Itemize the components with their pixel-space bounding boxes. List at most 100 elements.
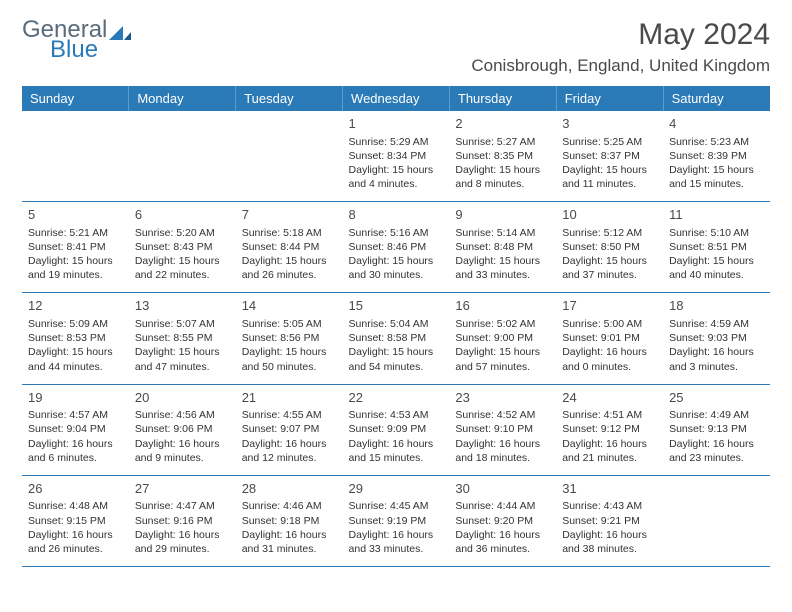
sunset-text: Sunset: 9:16 PM — [135, 514, 230, 528]
sunset-text: Sunset: 8:39 PM — [669, 149, 764, 163]
day-cell: 3 Sunrise: 5:25 AMSunset: 8:37 PMDaylight… — [556, 111, 663, 202]
day-cell: 25Sunrise: 4:49 AMSunset: 9:13 PMDayligh… — [663, 384, 770, 475]
sunset-text: Sunset: 8:37 PM — [562, 149, 657, 163]
day-number: 30 — [455, 480, 550, 498]
day-cell: 6Sunrise: 5:20 AMSunset: 8:43 PMDaylight… — [129, 202, 236, 293]
daylight-text: Daylight: 15 hours and 11 minutes. — [562, 163, 657, 191]
weekday-header: Thursday — [449, 86, 556, 111]
sunrise-text: Sunrise: 5:25 AM — [562, 135, 657, 149]
sunset-text: Sunset: 9:12 PM — [562, 422, 657, 436]
day-number: 7 — [242, 206, 337, 224]
sunset-text: Sunset: 9:19 PM — [349, 514, 444, 528]
daylight-text: Daylight: 15 hours and 33 minutes. — [455, 254, 550, 282]
day-cell: 30Sunrise: 4:44 AMSunset: 9:20 PMDayligh… — [449, 475, 556, 566]
daylight-text: Daylight: 16 hours and 33 minutes. — [349, 528, 444, 556]
weekday-header: Tuesday — [236, 86, 343, 111]
daylight-text: Daylight: 15 hours and 19 minutes. — [28, 254, 123, 282]
logo-text-blue: Blue — [50, 38, 131, 62]
day-cell: 16Sunrise: 5:02 AMSunset: 9:00 PMDayligh… — [449, 293, 556, 384]
sunrise-text: Sunrise: 4:53 AM — [349, 408, 444, 422]
daylight-text: Daylight: 15 hours and 22 minutes. — [135, 254, 230, 282]
sunset-text: Sunset: 8:41 PM — [28, 240, 123, 254]
day-cell — [129, 111, 236, 202]
daylight-text: Daylight: 15 hours and 4 minutes. — [349, 163, 444, 191]
day-cell — [663, 475, 770, 566]
week-row: 26Sunrise: 4:48 AMSunset: 9:15 PMDayligh… — [22, 475, 770, 566]
daylight-text: Daylight: 16 hours and 38 minutes. — [562, 528, 657, 556]
sunrise-text: Sunrise: 4:43 AM — [562, 499, 657, 513]
sunset-text: Sunset: 9:07 PM — [242, 422, 337, 436]
sunrise-text: Sunrise: 4:45 AM — [349, 499, 444, 513]
sunset-text: Sunset: 9:21 PM — [562, 514, 657, 528]
sunset-text: Sunset: 8:34 PM — [349, 149, 444, 163]
weekday-header: Monday — [129, 86, 236, 111]
day-cell: 22Sunrise: 4:53 AMSunset: 9:09 PMDayligh… — [343, 384, 450, 475]
daylight-text: Daylight: 15 hours and 44 minutes. — [28, 345, 123, 373]
day-number: 29 — [349, 480, 444, 498]
day-number: 5 — [28, 206, 123, 224]
sunrise-text: Sunrise: 5:07 AM — [135, 317, 230, 331]
daylight-text: Daylight: 15 hours and 40 minutes. — [669, 254, 764, 282]
calendar-table: Sunday Monday Tuesday Wednesday Thursday… — [22, 86, 770, 567]
sunrise-text: Sunrise: 5:10 AM — [669, 226, 764, 240]
week-row: 5Sunrise: 5:21 AMSunset: 8:41 PMDaylight… — [22, 202, 770, 293]
day-number: 2 — [455, 115, 550, 133]
day-number: 3 — [562, 115, 657, 133]
daylight-text: Daylight: 15 hours and 26 minutes. — [242, 254, 337, 282]
day-cell: 20Sunrise: 4:56 AMSunset: 9:06 PMDayligh… — [129, 384, 236, 475]
day-cell: 28Sunrise: 4:46 AMSunset: 9:18 PMDayligh… — [236, 475, 343, 566]
bottom-rule — [22, 567, 770, 568]
sunrise-text: Sunrise: 5:12 AM — [562, 226, 657, 240]
day-cell: 10Sunrise: 5:12 AMSunset: 8:50 PMDayligh… — [556, 202, 663, 293]
sunset-text: Sunset: 9:20 PM — [455, 514, 550, 528]
sunset-text: Sunset: 9:13 PM — [669, 422, 764, 436]
day-number: 12 — [28, 297, 123, 315]
day-number: 20 — [135, 389, 230, 407]
weekday-header-row: Sunday Monday Tuesday Wednesday Thursday… — [22, 86, 770, 111]
weekday-header: Friday — [556, 86, 663, 111]
daylight-text: Daylight: 15 hours and 57 minutes. — [455, 345, 550, 373]
day-cell: 29Sunrise: 4:45 AMSunset: 9:19 PMDayligh… — [343, 475, 450, 566]
sunset-text: Sunset: 9:01 PM — [562, 331, 657, 345]
sunrise-text: Sunrise: 4:55 AM — [242, 408, 337, 422]
day-number: 26 — [28, 480, 123, 498]
sunrise-text: Sunrise: 5:04 AM — [349, 317, 444, 331]
day-number: 16 — [455, 297, 550, 315]
daylight-text: Daylight: 16 hours and 18 minutes. — [455, 437, 550, 465]
sunrise-text: Sunrise: 5:29 AM — [349, 135, 444, 149]
daylight-text: Daylight: 16 hours and 26 minutes. — [28, 528, 123, 556]
sunset-text: Sunset: 9:03 PM — [669, 331, 764, 345]
sunrise-text: Sunrise: 5:05 AM — [242, 317, 337, 331]
sunrise-text: Sunrise: 4:48 AM — [28, 499, 123, 513]
daylight-text: Daylight: 16 hours and 15 minutes. — [349, 437, 444, 465]
daylight-text: Daylight: 16 hours and 36 minutes. — [455, 528, 550, 556]
title-block: May 2024 Conisbrough, England, United Ki… — [471, 18, 770, 76]
sunset-text: Sunset: 9:06 PM — [135, 422, 230, 436]
daylight-text: Daylight: 16 hours and 3 minutes. — [669, 345, 764, 373]
weekday-header: Sunday — [22, 86, 129, 111]
sunrise-text: Sunrise: 5:09 AM — [28, 317, 123, 331]
day-number: 18 — [669, 297, 764, 315]
sunset-text: Sunset: 8:53 PM — [28, 331, 123, 345]
sunset-text: Sunset: 8:43 PM — [135, 240, 230, 254]
day-cell: 8Sunrise: 5:16 AMSunset: 8:46 PMDaylight… — [343, 202, 450, 293]
sunrise-text: Sunrise: 5:16 AM — [349, 226, 444, 240]
week-row: 19Sunrise: 4:57 AMSunset: 9:04 PMDayligh… — [22, 384, 770, 475]
sunrise-text: Sunrise: 4:56 AM — [135, 408, 230, 422]
sunrise-text: Sunrise: 4:59 AM — [669, 317, 764, 331]
day-cell: 5Sunrise: 5:21 AMSunset: 8:41 PMDaylight… — [22, 202, 129, 293]
daylight-text: Daylight: 16 hours and 29 minutes. — [135, 528, 230, 556]
day-cell: 11Sunrise: 5:10 AMSunset: 8:51 PMDayligh… — [663, 202, 770, 293]
sunrise-text: Sunrise: 4:47 AM — [135, 499, 230, 513]
day-number: 9 — [455, 206, 550, 224]
day-cell — [236, 111, 343, 202]
sunset-text: Sunset: 8:56 PM — [242, 331, 337, 345]
day-cell: 27Sunrise: 4:47 AMSunset: 9:16 PMDayligh… — [129, 475, 236, 566]
daylight-text: Daylight: 15 hours and 15 minutes. — [669, 163, 764, 191]
sunset-text: Sunset: 9:18 PM — [242, 514, 337, 528]
sunset-text: Sunset: 9:10 PM — [455, 422, 550, 436]
sunrise-text: Sunrise: 5:23 AM — [669, 135, 764, 149]
daylight-text: Daylight: 15 hours and 8 minutes. — [455, 163, 550, 191]
page-header: GeneralBlue May 2024 Conisbrough, Englan… — [22, 18, 770, 76]
day-cell: 17Sunrise: 5:00 AMSunset: 9:01 PMDayligh… — [556, 293, 663, 384]
